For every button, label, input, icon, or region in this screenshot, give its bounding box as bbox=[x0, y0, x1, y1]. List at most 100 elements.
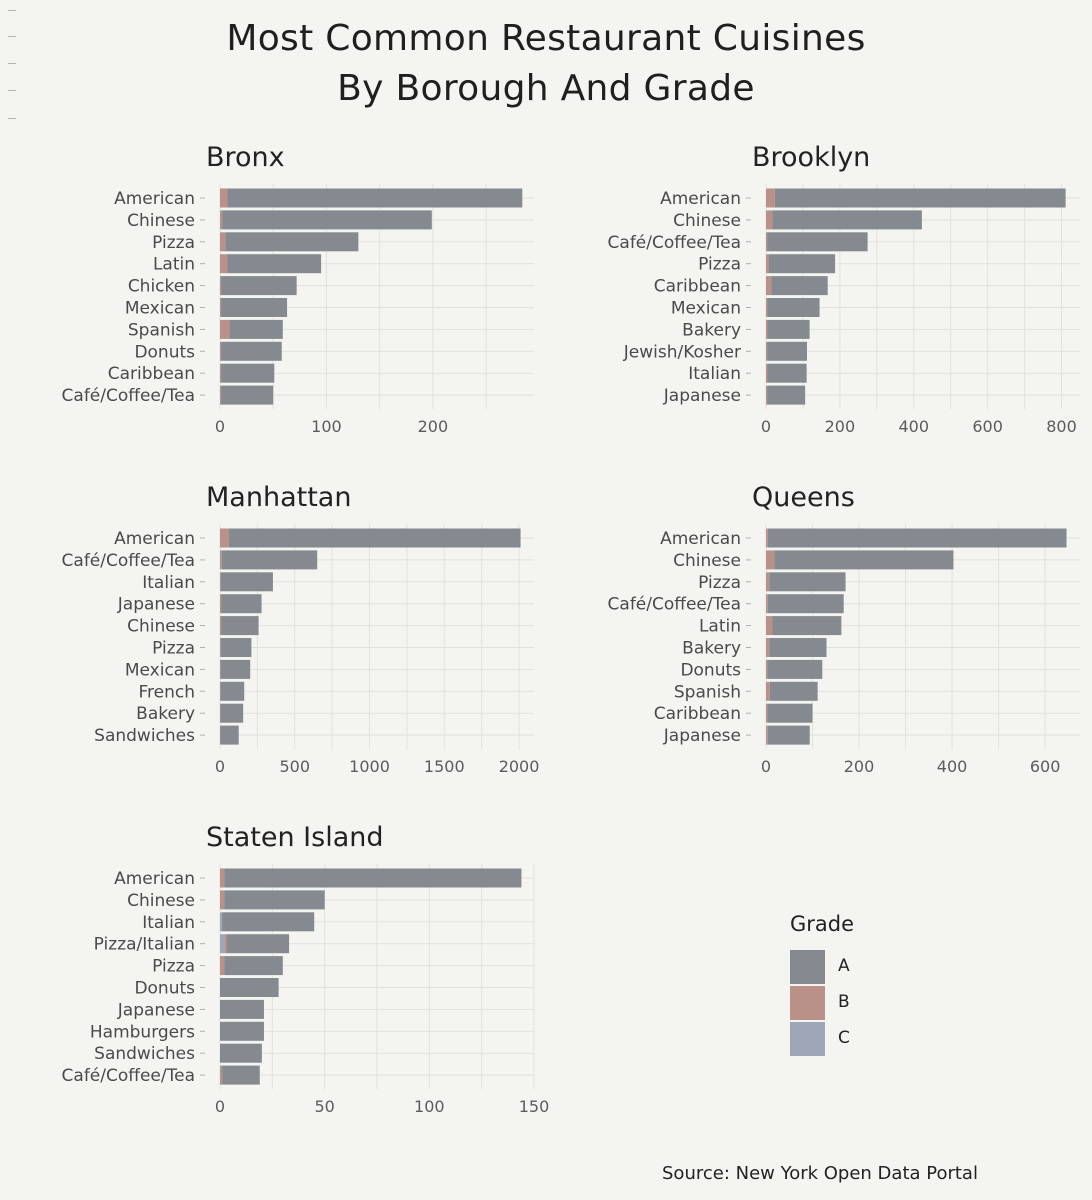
x-tick-label: 200 bbox=[825, 417, 856, 436]
bar-latin-grade-b bbox=[766, 616, 773, 636]
bar-japanese-grade-a bbox=[767, 385, 806, 405]
legend: Grade A B C bbox=[790, 912, 990, 1062]
bar-chart-staten-island: AmericanChineseItalianPizza/ItalianPizza… bbox=[62, 864, 549, 1116]
category-label: American bbox=[660, 189, 741, 209]
bar-caf-coffee-tea-grade-b bbox=[766, 232, 768, 252]
bar-japanese-grade-b bbox=[220, 594, 222, 614]
bar-chinese-grade-a bbox=[221, 616, 259, 636]
bar-pizza-grade-b bbox=[220, 956, 225, 976]
category-label: Spanish bbox=[674, 682, 741, 702]
bar-donuts-grade-b bbox=[220, 341, 222, 361]
chart-title-line-2: By Borough And Grade bbox=[337, 68, 755, 109]
bar-japanese-grade-a bbox=[767, 725, 810, 745]
edge-tick bbox=[8, 90, 16, 91]
bar-caribbean-grade-b bbox=[766, 703, 768, 723]
bar-pizza-grade-b bbox=[220, 638, 221, 657]
bar-caribbean-grade-a bbox=[771, 276, 828, 296]
category-label: Donuts bbox=[680, 660, 741, 680]
bar-japanese-grade-b bbox=[766, 385, 768, 405]
bar-american-grade-a bbox=[767, 528, 1067, 548]
legend-label-c: C bbox=[838, 1028, 850, 1048]
legend-label-a: A bbox=[838, 956, 850, 976]
bar-pizza-italian-grade-b bbox=[224, 934, 227, 954]
bar-mexican-grade-b bbox=[220, 659, 221, 679]
category-label: Italian bbox=[142, 913, 195, 933]
bar-pizza-grade-b bbox=[220, 232, 226, 252]
bar-pizza-grade-b bbox=[766, 254, 769, 274]
category-label: Pizza/Italian bbox=[94, 935, 195, 955]
edge-tick bbox=[8, 118, 16, 119]
bar-sandwiches-grade-a bbox=[220, 1043, 262, 1063]
legend-title: Grade bbox=[790, 912, 855, 936]
bar-caf-coffee-tea-grade-a bbox=[222, 1065, 260, 1085]
category-label: Mexican bbox=[671, 299, 741, 319]
x-tick-label: 200 bbox=[418, 417, 449, 436]
category-label: Café/Coffee/Tea bbox=[62, 1066, 195, 1086]
bar-bakery-grade-a bbox=[767, 319, 810, 339]
category-label: Japanese bbox=[663, 386, 741, 406]
bar-italian-grade-a bbox=[220, 572, 273, 592]
bar-latin-grade-b bbox=[220, 254, 228, 274]
x-tick-label: 0 bbox=[761, 757, 771, 776]
category-label: Latin bbox=[699, 617, 741, 637]
bar-chinese-grade-a bbox=[222, 210, 432, 230]
panel-brooklyn: Brooklyn American Chinese Café/Coffee/Tea P… bbox=[546, 140, 1092, 470]
bar-caribbean-grade-b bbox=[220, 363, 222, 383]
bar-chinese-grade-b bbox=[766, 210, 773, 230]
bar-mexican-grade-b bbox=[220, 298, 222, 317]
bar-pizza-grade-a bbox=[225, 232, 359, 252]
category-label: Japanese bbox=[117, 595, 195, 615]
edge-tick bbox=[8, 36, 16, 37]
bar-spanish-grade-b bbox=[220, 319, 230, 339]
bar-donuts-grade-a bbox=[221, 341, 282, 361]
x-tick-label: 0 bbox=[215, 1097, 225, 1116]
bar-chart-brooklyn: AmericanChineseCafé/Coffee/TeaPizzaCarib… bbox=[608, 184, 1080, 436]
category-label: Italian bbox=[142, 573, 195, 593]
legend-swatch-c bbox=[790, 1022, 825, 1056]
category-label: American bbox=[114, 189, 195, 209]
bar-jewish-kosher-grade-a bbox=[767, 341, 808, 361]
legend-swatch-a bbox=[790, 950, 825, 984]
panel-manhattan: Manhattan American Café/Coffee/Tea Italian… bbox=[0, 480, 546, 810]
x-tick-label: 400 bbox=[898, 417, 929, 436]
bar-caribbean-grade-a bbox=[221, 363, 275, 383]
bar-chinese-grade-b bbox=[220, 210, 223, 230]
bar-pizza-grade-a bbox=[768, 254, 836, 274]
x-tick-label: 50 bbox=[314, 1097, 334, 1116]
category-label: Donuts bbox=[134, 342, 195, 362]
bar-mexican-grade-a bbox=[221, 298, 288, 317]
bar-american-grade-b bbox=[220, 868, 225, 888]
bar-caribbean-grade-b bbox=[766, 276, 772, 296]
panel-title: Brooklyn bbox=[752, 142, 871, 173]
x-tick-label: 0 bbox=[761, 417, 771, 436]
edge-tick-marks bbox=[8, 8, 20, 128]
bar-caf-coffee-tea-grade-b bbox=[220, 550, 222, 570]
legend-label-b: B bbox=[838, 992, 850, 1012]
bar-chinese-grade-a bbox=[774, 550, 954, 570]
category-label: Chinese bbox=[127, 617, 195, 637]
bar-american-grade-b bbox=[766, 528, 768, 548]
category-label: Chinese bbox=[673, 211, 741, 231]
bar-chinese-grade-a bbox=[772, 210, 922, 230]
bar-mexican-grade-a bbox=[220, 659, 251, 679]
bar-pizza-italian-grade-c bbox=[220, 934, 225, 954]
bar-italian-grade-b bbox=[766, 363, 768, 383]
bar-latin-grade-a bbox=[227, 254, 322, 274]
chart-title-line-1: Most Common Restaurant Cuisines bbox=[226, 18, 866, 59]
bar-pizza-grade-b bbox=[766, 572, 770, 592]
bar-sandwiches-grade-a bbox=[220, 725, 239, 745]
panel-staten-island: Staten Island American Chinese Italian Pizz… bbox=[0, 820, 550, 1150]
edge-tick bbox=[8, 10, 16, 11]
x-tick-label: 1000 bbox=[349, 757, 390, 776]
bar-caf-coffee-tea-grade-b bbox=[220, 385, 222, 405]
bar-italian-grade-b bbox=[220, 572, 221, 592]
category-label: Pizza bbox=[152, 639, 195, 659]
bar-bakery-grade-a bbox=[220, 703, 244, 723]
bar-caf-coffee-tea-grade-a bbox=[221, 550, 318, 570]
bar-chinese-grade-b bbox=[220, 616, 222, 636]
category-label: American bbox=[114, 529, 195, 549]
bar-american-grade-a bbox=[774, 188, 1066, 208]
category-label: American bbox=[114, 869, 195, 889]
x-tick-label: 500 bbox=[279, 757, 310, 776]
bar-pizza-grade-a bbox=[220, 638, 252, 657]
